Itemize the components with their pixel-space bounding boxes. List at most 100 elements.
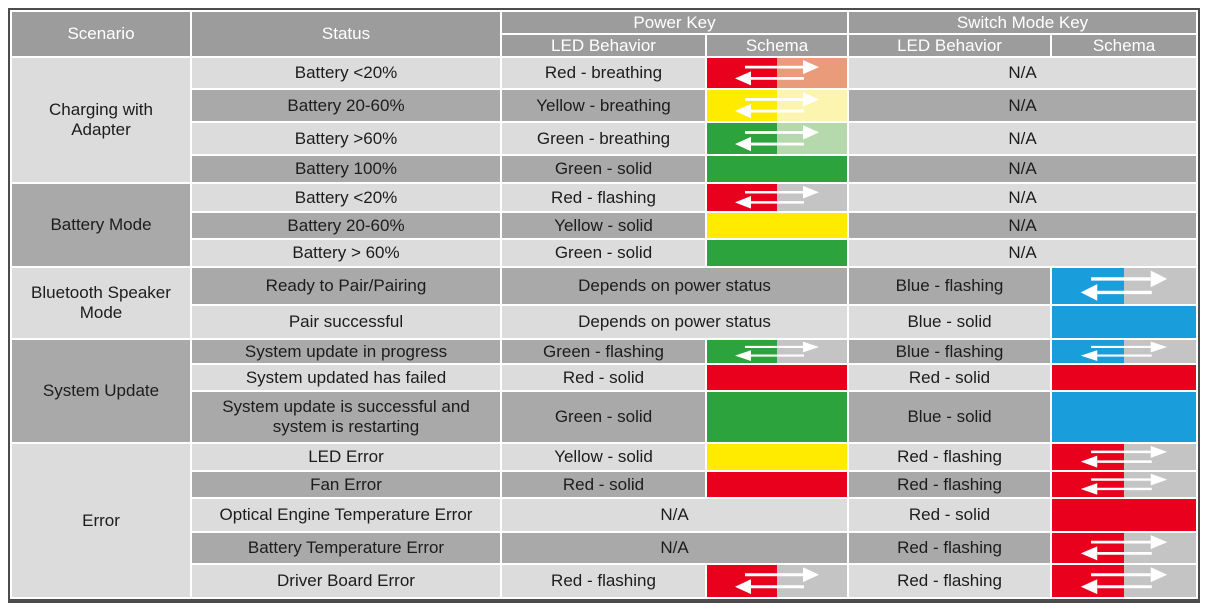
schema-block	[707, 123, 848, 154]
blink-arrows-icon	[1080, 270, 1168, 301]
status-cell: Battery <20%	[192, 58, 500, 88]
blink-arrows-icon	[1080, 567, 1168, 595]
switch-schema-cell	[1052, 499, 1197, 531]
table-row: Battery 100% Green - solid N/A	[12, 156, 1197, 182]
status-cell: System updated has failed	[192, 365, 500, 390]
led-on-swatch	[707, 58, 778, 88]
power-merged-cell: N/A	[502, 533, 848, 563]
switch-schema-cell	[1052, 340, 1197, 363]
schema-block	[1052, 365, 1197, 390]
switch-merged-cell: N/A	[849, 213, 1197, 238]
schema-block	[1052, 533, 1197, 563]
schema-block	[707, 240, 848, 266]
schema-block	[1052, 565, 1197, 597]
power-led-cell: Red - flashing	[502, 184, 705, 211]
power-led-cell: Red - solid	[502, 365, 705, 390]
scenario-cell: Charging with Adapter	[12, 58, 190, 182]
power-schema-cell	[707, 392, 848, 442]
led-on-swatch	[707, 472, 848, 497]
table-row: System update is successful and system i…	[12, 392, 1197, 442]
power-schema-cell	[707, 123, 848, 154]
switch-schema-cell	[1052, 444, 1197, 470]
switch-merged-cell: N/A	[849, 90, 1197, 121]
power-led-cell: Yellow - solid	[502, 213, 705, 238]
schema-block	[1052, 268, 1197, 304]
schema-block	[707, 184, 848, 211]
blink-arrows-icon	[735, 341, 820, 361]
schema-block	[707, 213, 848, 238]
led-on-swatch	[1052, 340, 1125, 363]
led-on-swatch	[1052, 306, 1197, 338]
power-led-behavior-header: LED Behavior	[502, 35, 705, 56]
schema-block	[707, 472, 848, 497]
led-on-swatch	[707, 213, 848, 238]
table-row: Bluetooth Speaker Mode Ready to Pair/Pai…	[12, 268, 1197, 338]
switch-schema-cell	[1052, 306, 1197, 338]
status-cell: Ready to Pair/Pairing	[192, 268, 500, 304]
status-cell: Battery 100%	[192, 156, 500, 182]
blink-arrows-icon	[735, 60, 820, 86]
power-merged-cell: Depends on power status	[502, 268, 848, 304]
blink-arrows-icon	[1080, 445, 1168, 468]
status-cell: Battery 20-60%	[192, 90, 500, 121]
switch-led-cell: Blue - flashing	[849, 268, 1051, 304]
switch-led-cell: Blue - solid	[849, 306, 1051, 338]
schema-block	[707, 365, 848, 390]
switch-mode-key-header: Switch Mode Key	[849, 12, 1197, 33]
schema-block	[707, 392, 848, 442]
power-schema-cell	[707, 156, 848, 182]
led-on-swatch	[707, 184, 778, 211]
schema-block	[707, 444, 848, 470]
switch-led-cell: Blue - solid	[849, 392, 1051, 442]
power-led-cell: Green - flashing	[502, 340, 705, 363]
switch-led-cell: Red - solid	[849, 499, 1051, 531]
led-on-swatch	[707, 340, 778, 363]
switch-merged-cell: N/A	[849, 123, 1197, 154]
switch-led-cell: Blue - flashing	[849, 340, 1051, 363]
status-cell: Battery Temperature Error	[192, 533, 500, 563]
blink-arrows-icon	[735, 567, 820, 595]
schema-block	[707, 565, 848, 597]
switch-schema-cell	[1052, 268, 1197, 304]
power-merged-cell: Depends on power status	[502, 306, 848, 338]
power-schema-cell	[707, 365, 848, 390]
power-schema-cell	[707, 565, 848, 597]
switch-schema-cell	[1052, 565, 1197, 597]
blink-arrows-icon	[1080, 473, 1168, 495]
status-cell: Optical Engine Temperature Error	[192, 499, 500, 531]
led-on-swatch	[707, 365, 848, 390]
status-cell: Pair successful	[192, 306, 500, 338]
led-on-swatch	[1052, 533, 1125, 563]
schema-block	[1052, 499, 1197, 531]
schema-block	[707, 58, 848, 88]
led-on-swatch	[1052, 392, 1197, 442]
switch-merged-cell: N/A	[849, 58, 1197, 88]
switch-schema-cell	[1052, 533, 1197, 563]
table-row: System updated has failed Red - solid Re…	[12, 365, 1197, 390]
switch-led-cell: Red - solid	[849, 365, 1051, 390]
power-schema-cell	[707, 58, 848, 88]
schema-block	[707, 156, 848, 182]
led-off-swatch	[777, 184, 848, 211]
scenario-cell: Battery Mode	[12, 184, 190, 266]
blink-arrows-icon	[735, 125, 820, 152]
led-off-swatch	[777, 123, 848, 154]
table-row: Optical Engine Temperature Error N/A Red…	[12, 499, 1197, 531]
table-row: Battery >60% Green - breathing N/A	[12, 123, 1197, 154]
switch-led-cell: Red - flashing	[849, 444, 1051, 470]
power-led-cell: Yellow - breathing	[502, 90, 705, 121]
power-led-cell: Green - solid	[502, 240, 705, 266]
led-on-swatch	[1052, 444, 1125, 470]
status-cell: Battery <20%	[192, 184, 500, 211]
status-cell: Battery >60%	[192, 123, 500, 154]
status-cell: System update is successful and system i…	[192, 392, 500, 442]
scenario-header: Scenario	[12, 12, 190, 56]
table-row: Battery 20-60% Yellow - solid N/A	[12, 213, 1197, 238]
schema-block	[707, 340, 848, 363]
header-row-1: Scenario Status Power Key Switch Mode Ke…	[12, 12, 1197, 56]
switch-led-cell: Red - flashing	[849, 533, 1051, 563]
table-row: Charging with Adapter Battery <20% Red -…	[12, 58, 1197, 182]
led-on-swatch	[707, 90, 778, 121]
power-key-header: Power Key	[502, 12, 848, 33]
